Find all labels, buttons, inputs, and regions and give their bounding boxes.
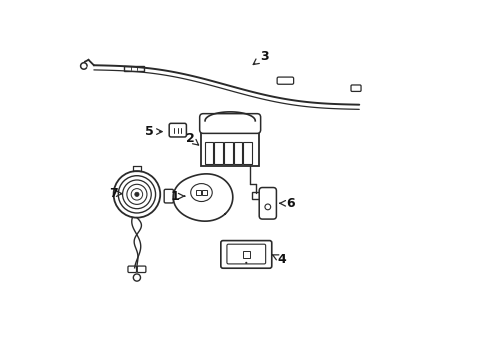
FancyBboxPatch shape xyxy=(199,114,260,134)
Text: 1: 1 xyxy=(170,190,184,203)
FancyBboxPatch shape xyxy=(221,240,271,268)
FancyBboxPatch shape xyxy=(137,266,145,273)
FancyBboxPatch shape xyxy=(124,66,144,71)
FancyBboxPatch shape xyxy=(201,126,258,166)
Text: 5: 5 xyxy=(145,125,162,138)
FancyBboxPatch shape xyxy=(259,188,276,219)
Text: 2: 2 xyxy=(186,132,198,145)
Circle shape xyxy=(244,262,247,264)
Text: 6: 6 xyxy=(279,197,294,210)
Text: 3: 3 xyxy=(253,50,268,64)
FancyBboxPatch shape xyxy=(277,77,293,84)
FancyBboxPatch shape xyxy=(196,190,201,195)
Text: 4: 4 xyxy=(272,253,286,266)
FancyBboxPatch shape xyxy=(128,266,136,273)
FancyBboxPatch shape xyxy=(251,192,261,199)
FancyBboxPatch shape xyxy=(202,190,206,195)
FancyBboxPatch shape xyxy=(350,85,360,91)
Circle shape xyxy=(135,192,139,197)
Text: 7: 7 xyxy=(109,187,122,200)
FancyBboxPatch shape xyxy=(169,123,186,137)
FancyBboxPatch shape xyxy=(164,189,173,203)
Circle shape xyxy=(113,171,160,218)
